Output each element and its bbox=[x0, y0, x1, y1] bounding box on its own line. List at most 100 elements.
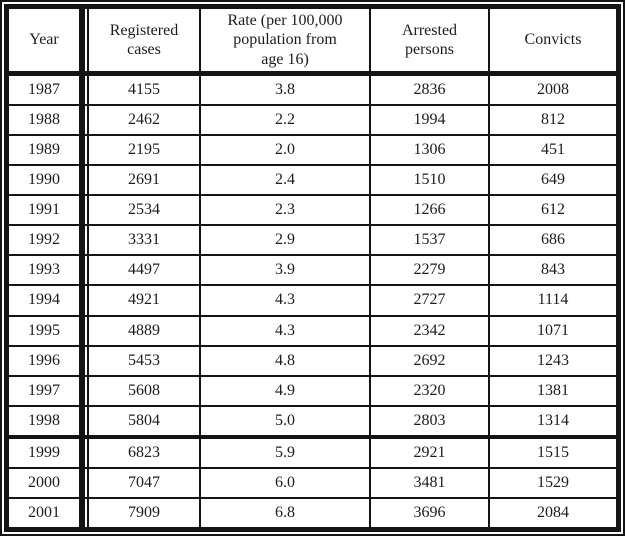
cell-rate: 6.0 bbox=[201, 468, 371, 499]
year-divider bbox=[79, 9, 89, 76]
cell-arrested-persons: 2279 bbox=[371, 256, 490, 287]
table-row: 1991 2534 2.3 1266 612 bbox=[9, 196, 616, 227]
cell-arrested-persons: 1994 bbox=[371, 106, 490, 137]
cell-rate: 2.4 bbox=[201, 166, 371, 197]
cell-registered-cases: 7909 bbox=[89, 498, 201, 527]
cell-registered-cases: 2691 bbox=[89, 166, 201, 197]
cell-registered-cases: 4497 bbox=[89, 256, 201, 287]
cell-convicts: 843 bbox=[490, 256, 616, 287]
cell-rate: 3.8 bbox=[201, 76, 371, 107]
year-divider bbox=[79, 376, 89, 407]
header-year: Year bbox=[9, 9, 79, 76]
cell-arrested-persons: 1537 bbox=[371, 226, 490, 257]
header-convicts: Convicts bbox=[490, 9, 616, 76]
cell-arrested-persons: 2836 bbox=[371, 76, 490, 107]
header-rate: Rate (per 100,000 population from age 16… bbox=[201, 9, 371, 76]
cell-arrested-persons: 2727 bbox=[371, 286, 490, 317]
year-divider bbox=[79, 256, 89, 287]
cell-convicts: 1314 bbox=[490, 407, 616, 439]
table-row: 1996 5453 4.8 2692 1243 bbox=[9, 346, 616, 377]
table-row: 1992 3331 2.9 1537 686 bbox=[9, 226, 616, 257]
year-divider bbox=[79, 438, 89, 469]
year-divider bbox=[79, 346, 89, 377]
cell-rate: 5.9 bbox=[201, 438, 371, 469]
cell-convicts: 686 bbox=[490, 226, 616, 257]
cell-year: 1993 bbox=[9, 256, 79, 287]
cell-arrested-persons: 3481 bbox=[371, 468, 490, 499]
cell-year: 1990 bbox=[9, 166, 79, 197]
cell-convicts: 1381 bbox=[490, 377, 616, 407]
cell-registered-cases: 4889 bbox=[89, 316, 201, 347]
cell-arrested-persons: 2692 bbox=[371, 346, 490, 377]
cell-rate: 5.0 bbox=[201, 406, 371, 439]
table-row: 1997 5608 4.9 2320 1381 bbox=[9, 376, 616, 407]
cell-convicts: 1529 bbox=[490, 469, 616, 499]
cell-year: 1989 bbox=[9, 136, 79, 167]
cell-registered-cases: 5804 bbox=[89, 406, 201, 439]
header-registered-cases: Registered cases bbox=[89, 9, 201, 76]
cell-year: 1988 bbox=[9, 106, 79, 137]
cell-registered-cases: 4155 bbox=[89, 76, 201, 107]
year-divider bbox=[79, 106, 89, 137]
cell-year: 1994 bbox=[9, 286, 79, 317]
header-arrested-persons: Arrested persons bbox=[371, 9, 490, 76]
table-row: 1990 2691 2.4 1510 649 bbox=[9, 166, 616, 197]
cell-rate: 2.2 bbox=[201, 106, 371, 137]
cell-year: 1995 bbox=[9, 317, 79, 347]
year-divider bbox=[79, 166, 89, 197]
cell-convicts: 451 bbox=[490, 136, 616, 167]
cell-convicts: 1515 bbox=[490, 439, 616, 469]
cell-registered-cases: 2534 bbox=[89, 196, 201, 227]
year-divider bbox=[79, 76, 89, 107]
table-row: 2001 7909 6.8 3696 2084 bbox=[9, 498, 616, 527]
cell-convicts: 812 bbox=[490, 106, 616, 137]
cell-year: 1996 bbox=[9, 347, 79, 377]
cell-rate: 2.3 bbox=[201, 196, 371, 227]
table-row: 1989 2195 2.0 1306 451 bbox=[9, 136, 616, 167]
cell-arrested-persons: 3696 bbox=[371, 498, 490, 527]
cell-year: 1997 bbox=[9, 377, 79, 407]
cell-year: 2001 bbox=[28, 503, 60, 521]
cell-convicts: 612 bbox=[490, 196, 616, 227]
table-row: 1994 4921 4.3 2727 1114 bbox=[9, 286, 616, 317]
year-divider bbox=[79, 136, 89, 167]
cell-year: 1987 bbox=[9, 76, 79, 107]
cell-rate: 2.0 bbox=[201, 136, 371, 167]
table-row: 1993 4497 3.9 2279 843 bbox=[9, 256, 616, 287]
cell-rate: 4.9 bbox=[201, 376, 371, 407]
year-divider bbox=[79, 226, 89, 257]
cell-convicts: 2084 bbox=[537, 503, 569, 521]
year-divider bbox=[79, 498, 89, 527]
cell-year: 1999 bbox=[9, 439, 79, 469]
cell-arrested-persons: 2320 bbox=[371, 376, 490, 407]
cell-rate: 4.8 bbox=[201, 346, 371, 377]
table-row: 2000 7047 6.0 3481 1529 bbox=[9, 468, 616, 499]
crime-statistics-table: Year Registered cases Rate (per 100,000 … bbox=[4, 4, 621, 532]
cell-registered-cases: 6823 bbox=[89, 438, 201, 469]
year-divider bbox=[79, 468, 89, 499]
cell-arrested-persons: 2803 bbox=[371, 406, 490, 439]
year-divider bbox=[79, 406, 89, 439]
cell-registered-cases: 5608 bbox=[89, 376, 201, 407]
table-row: 1999 6823 5.9 2921 1515 bbox=[9, 438, 616, 469]
cell-registered-cases: 4921 bbox=[89, 286, 201, 317]
cell-registered-cases: 3331 bbox=[89, 226, 201, 257]
cell-registered-cases: 5453 bbox=[89, 346, 201, 377]
year-divider bbox=[79, 196, 89, 227]
table-row: 1987 4155 3.8 2836 2008 bbox=[9, 76, 616, 107]
cell-rate: 4.3 bbox=[201, 286, 371, 317]
cell-convicts: 1243 bbox=[490, 347, 616, 377]
cell-registered-cases: 2195 bbox=[89, 136, 201, 167]
header-row: Year Registered cases Rate (per 100,000 … bbox=[9, 9, 616, 76]
cell-convicts: 1071 bbox=[490, 317, 616, 347]
cell-arrested-persons: 1266 bbox=[371, 196, 490, 227]
cell-arrested-persons: 2342 bbox=[371, 316, 490, 347]
cell-rate: 4.3 bbox=[201, 316, 371, 347]
cell-convicts: 2008 bbox=[490, 76, 616, 107]
cell-year: 2000 bbox=[9, 469, 79, 499]
cell-convicts: 1114 bbox=[490, 286, 616, 317]
cell-year: 1992 bbox=[9, 226, 79, 257]
cell-registered-cases: 7047 bbox=[89, 468, 201, 499]
table-row: 1995 4889 4.3 2342 1071 bbox=[9, 316, 616, 347]
